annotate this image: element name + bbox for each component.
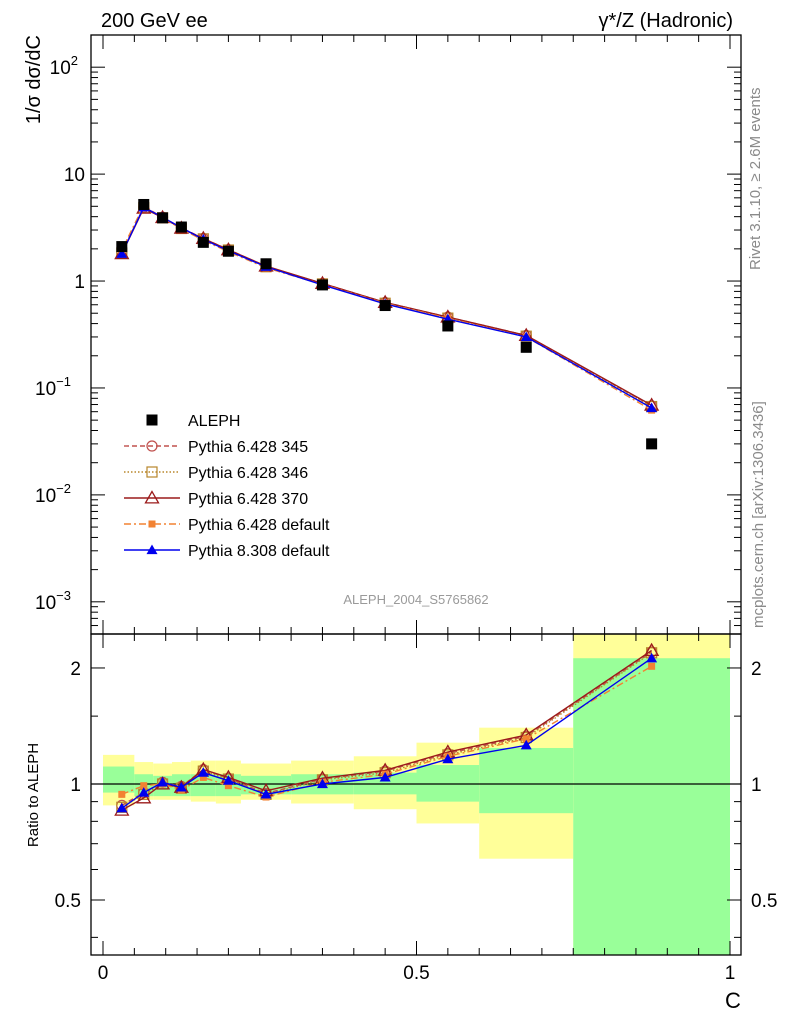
data-point xyxy=(148,520,156,528)
data-point xyxy=(140,782,148,790)
data-point xyxy=(146,440,158,452)
data-point xyxy=(138,198,150,210)
main-series-line xyxy=(121,204,652,411)
data-point xyxy=(175,221,187,233)
main-y-tick-label: 1 xyxy=(74,272,85,293)
legend-label: ALEPH xyxy=(188,413,240,430)
data-point xyxy=(146,414,158,426)
data-point xyxy=(442,320,454,332)
ratio-x-tick-label: 0.5 xyxy=(403,963,429,984)
legend-item: Pythia 6.428 346 xyxy=(124,465,308,482)
ratio-y-tick-label: 0.5 xyxy=(55,891,81,912)
data-point xyxy=(197,767,209,777)
header-left: 200 GeV ee xyxy=(101,10,208,32)
data-point xyxy=(646,438,658,450)
data-point xyxy=(260,258,272,270)
data-point xyxy=(222,775,234,785)
ratio-y-tick-label: 0.5 xyxy=(751,891,777,912)
analysis-label: ALEPH_2004_S5765862 xyxy=(343,592,488,607)
ratio-y-tick-label: 1 xyxy=(70,775,81,796)
ratio-band-inner xyxy=(479,747,574,814)
main-y-tick-label: 10−3 xyxy=(35,588,71,614)
data-point xyxy=(146,544,158,555)
data-point xyxy=(379,300,391,312)
ratio-y-tick-label: 2 xyxy=(70,659,81,680)
data-point xyxy=(379,771,391,782)
main-y-tick-label: 10 xyxy=(64,165,85,186)
data-point xyxy=(646,652,658,663)
legend-label: Pythia 6.428 345 xyxy=(188,439,308,456)
data-point xyxy=(197,236,209,248)
legend-label: Pythia 8.308 default xyxy=(188,543,330,560)
data-point xyxy=(260,788,272,799)
side-rivet: Rivet 3.1.10, ≥ 2.6M events xyxy=(747,88,764,271)
ratio-band-inner xyxy=(573,658,730,955)
data-point xyxy=(157,776,169,787)
main-y-tick-label: 10−1 xyxy=(35,374,71,400)
data-point xyxy=(224,782,232,790)
header-right: γ*/Z (Hadronic) xyxy=(599,10,733,32)
ratio-band-inner xyxy=(416,765,480,802)
data-point xyxy=(116,802,128,813)
legend-item: Pythia 8.308 default xyxy=(124,543,330,560)
data-point xyxy=(520,739,532,750)
data-point xyxy=(138,787,150,797)
data-point xyxy=(146,466,158,478)
main-series xyxy=(116,198,658,450)
ratio-y-tick-label: 1 xyxy=(751,775,762,796)
ratio-x-tick-label: 1 xyxy=(725,963,736,984)
ratio-band-inner xyxy=(103,766,135,793)
ratio-y-tick-label: 2 xyxy=(751,659,762,680)
legend-item: Pythia 6.428 default xyxy=(124,517,330,534)
legend-label: Pythia 6.428 370 xyxy=(188,491,308,508)
data-point xyxy=(175,781,187,792)
main-y-tick-label: 102 xyxy=(50,53,78,79)
data-point xyxy=(199,773,207,781)
main-ylabel: 1/σ dσ/dC xyxy=(23,35,45,124)
main-y-tick-label: 10−2 xyxy=(35,481,71,507)
data-point xyxy=(116,248,128,258)
legend-label: Pythia 6.428 default xyxy=(188,517,330,534)
data-point xyxy=(118,790,126,798)
ratio-ylabel: Ratio to ALEPH xyxy=(25,743,42,847)
legend-item: ALEPH xyxy=(146,413,240,430)
data-point xyxy=(520,341,532,353)
data-point xyxy=(136,790,152,804)
data-point xyxy=(144,490,160,504)
legend-label: Pythia 6.428 346 xyxy=(188,465,308,482)
data-point xyxy=(648,662,656,670)
side-mcplots: mcplots.cern.ch [arXiv:1306.3436] xyxy=(750,401,767,628)
data-point xyxy=(222,245,234,257)
data-point xyxy=(520,331,532,342)
legend-item: Pythia 6.428 370 xyxy=(124,490,308,508)
data-point xyxy=(116,241,128,253)
data-point xyxy=(157,212,169,224)
data-point xyxy=(646,402,658,413)
ratio-x-tick-label: 0 xyxy=(98,963,109,984)
legend-item: Pythia 6.428 345 xyxy=(124,439,308,456)
data-point xyxy=(442,753,454,764)
data-point xyxy=(316,279,328,291)
xlabel: C xyxy=(725,988,741,1013)
ratio-series xyxy=(116,652,658,813)
data-point xyxy=(522,735,530,743)
data-point xyxy=(316,778,328,789)
